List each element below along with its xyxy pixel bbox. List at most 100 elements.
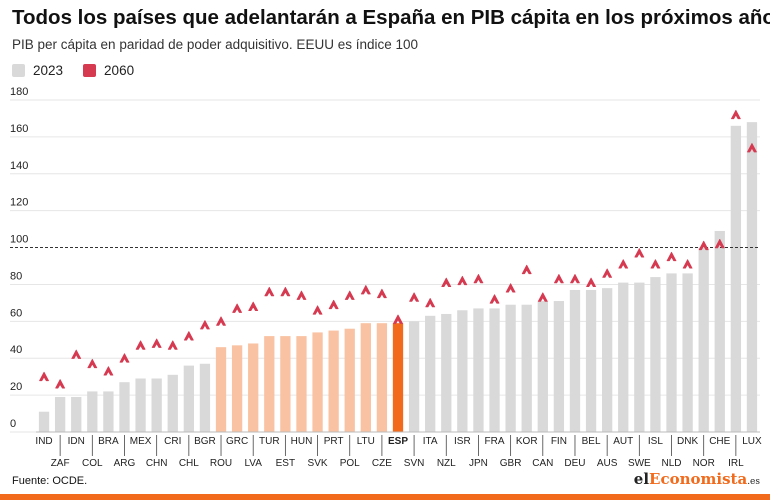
legend: 2023 2060 <box>12 63 154 78</box>
marker-2060-svk <box>312 305 323 315</box>
y-tick-label-40: 40 <box>10 344 22 356</box>
bar-2023-hun <box>296 336 307 432</box>
bar-2023-col <box>87 391 98 432</box>
bar-2023-can <box>537 301 548 432</box>
y-tick-label-100: 100 <box>10 234 28 246</box>
legend-item-2023: 2023 <box>12 63 63 78</box>
logo-suffix: .es <box>747 477 760 487</box>
marker-2060-esp <box>393 314 403 324</box>
legend-item-2060: 2060 <box>83 63 134 78</box>
marker-2060-prt <box>328 299 339 310</box>
x-tick-label-gbr: GBR <box>500 458 522 469</box>
bar-2023-isr <box>457 310 468 432</box>
chart-title: Todos los países que adelantarán a Españ… <box>12 6 770 29</box>
marker-2060-rou <box>216 316 226 326</box>
y-tick-label-80: 80 <box>10 270 22 282</box>
marker-2060-swe <box>634 248 645 258</box>
bar-2023-chl <box>183 365 194 432</box>
bar-2023-nld <box>666 273 677 432</box>
bar-2023-pol <box>344 328 355 432</box>
bar-2023-cri <box>167 374 178 432</box>
x-tick-label-bel: BEL <box>582 436 601 447</box>
x-tick-label-chn: CHN <box>146 458 168 469</box>
bar-2023-ind <box>38 411 50 432</box>
x-tick-label-ltu: LTU <box>357 436 375 447</box>
x-tick-label-jpn: JPN <box>469 458 488 469</box>
bar-2023-idn <box>71 396 82 432</box>
y-tick-label-60: 60 <box>10 307 22 319</box>
x-tick-label-grc: GRC <box>226 436 248 447</box>
bar-2023-lva <box>248 343 259 432</box>
x-tick-label-cze: CZE <box>372 458 392 469</box>
marker-2060-arg <box>119 353 130 363</box>
marker-2060-zaf <box>55 379 66 389</box>
marker-2060-svn <box>409 292 419 302</box>
bar-2023-ita <box>425 315 436 432</box>
marker-2060-fin <box>553 274 564 284</box>
x-tick-label-idn: IDN <box>68 436 85 447</box>
bar-2023-svn <box>408 321 420 432</box>
marker-2060-cri <box>167 340 178 350</box>
y-tick-label-160: 160 <box>10 123 28 135</box>
marker-2060-nld <box>666 251 677 262</box>
x-tick-label-bra: BRA <box>98 436 119 447</box>
bar-2023-isl <box>650 277 661 432</box>
logo-prefix: el <box>633 470 650 488</box>
logo-accent: Economista <box>649 470 748 488</box>
bar-2023-bel <box>585 289 597 432</box>
x-tick-label-can: CAN <box>532 458 553 469</box>
bar-2023-est <box>280 336 291 432</box>
y-tick-label-0: 0 <box>10 418 16 430</box>
bar-2023-cze <box>376 323 388 432</box>
x-tick-label-fra: FRA <box>485 436 505 447</box>
bar-2023-aut <box>618 282 629 432</box>
bar-2023-gbr <box>505 304 516 432</box>
marker-2060-col <box>87 358 98 369</box>
x-tick-label-aus: AUS <box>597 458 618 469</box>
bar-2023-tur <box>264 336 275 432</box>
bar-2023-arg <box>119 382 130 432</box>
marker-2060-deu <box>570 274 580 284</box>
y-tick-label-20: 20 <box>10 381 22 393</box>
marker-2060-pol <box>344 290 355 300</box>
x-tick-label-col: COL <box>82 458 103 469</box>
marker-2060-lux <box>747 143 757 153</box>
bar-2023-esp <box>392 323 404 432</box>
x-tick-label-arg: ARG <box>114 458 136 469</box>
marker-2060-aut <box>618 259 629 269</box>
marker-2060-jpn <box>473 274 484 284</box>
x-tick-label-bgr: BGR <box>194 436 216 447</box>
marker-2060-ita <box>425 297 436 308</box>
bar-2023-grc <box>231 345 243 432</box>
x-tick-label-che: CHE <box>709 436 730 447</box>
bar-2023-jpn <box>473 308 484 432</box>
bar-2023-deu <box>569 289 581 432</box>
x-tick-label-svn: SVN <box>404 458 425 469</box>
x-tick-label-lux: LUX <box>742 436 762 447</box>
marker-2060-irl <box>730 109 741 120</box>
x-tick-label-deu: DEU <box>564 458 585 469</box>
bar-2023-nor <box>698 247 709 432</box>
marker-2060-fra <box>489 294 500 304</box>
marker-2060-nor <box>698 240 709 251</box>
marker-2060-cze <box>377 288 387 299</box>
marker-2060-dnk <box>682 259 693 269</box>
chart-subtitle: PIB per cápita en paridad de poder adqui… <box>12 37 419 52</box>
marker-2060-chn <box>151 338 162 348</box>
x-tick-label-isr: ISR <box>454 436 471 447</box>
marker-2060-bel <box>586 277 596 287</box>
marker-2060-ltu <box>360 285 371 295</box>
x-tick-label-tur: TUR <box>259 436 280 447</box>
x-tick-label-zaf: ZAF <box>51 458 70 469</box>
marker-2060-can <box>537 292 548 302</box>
marker-2060-est <box>280 286 291 297</box>
marker-2060-lva <box>248 301 259 311</box>
marker-2060-nzl <box>441 277 452 287</box>
bar-2023-dnk <box>682 273 693 432</box>
x-tick-label-dnk: DNK <box>677 436 698 447</box>
legend-label-2023: 2023 <box>33 63 64 78</box>
x-tick-label-est: EST <box>276 458 295 469</box>
bar-2023-bra <box>103 391 114 432</box>
marker-2060-gbr <box>505 283 516 293</box>
bar-2023-kor <box>521 304 532 432</box>
